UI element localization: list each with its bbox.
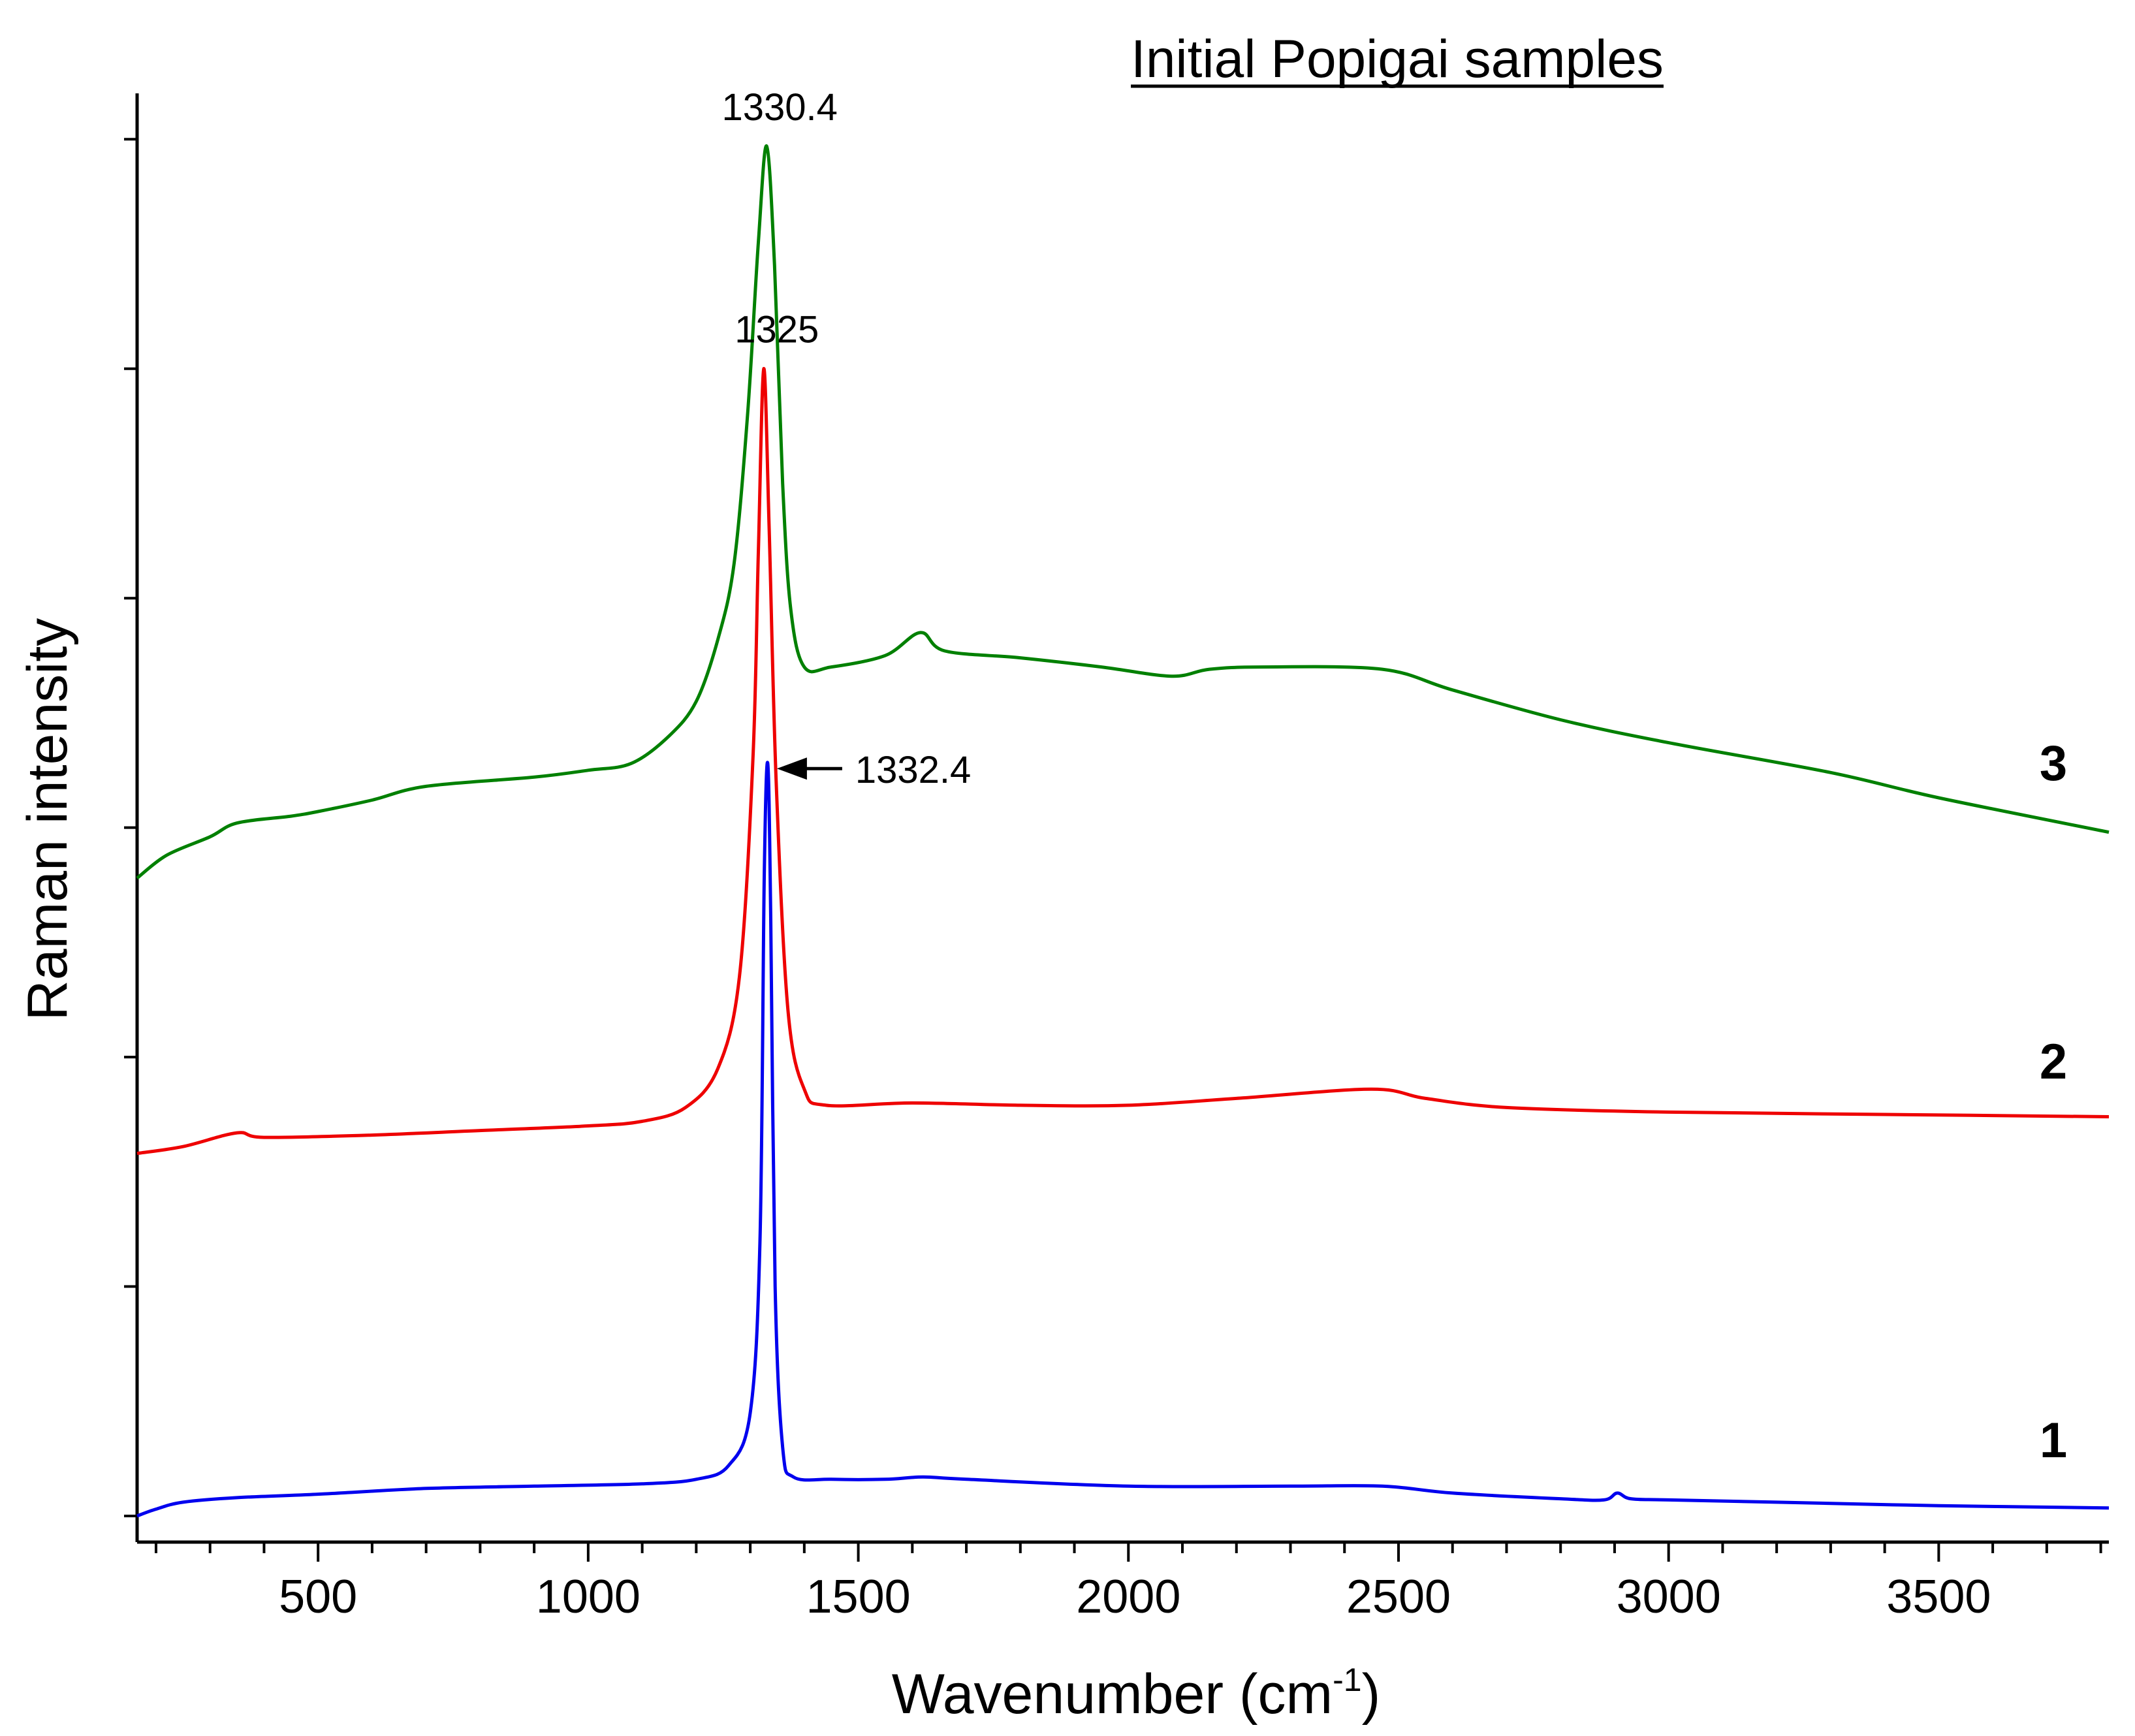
x-tick-label: 2500 xyxy=(1346,1571,1451,1623)
curve-label-3: 3 xyxy=(2040,736,2067,791)
x-ticks: 500 1000 1500 2000 2500 3000 3500 xyxy=(154,1542,2102,1623)
curve-label-2: 2 xyxy=(2040,1034,2067,1090)
series-layer xyxy=(136,144,2110,1518)
x-tick-label: 1500 xyxy=(806,1571,910,1623)
chart-title: Initial Popigai samples xyxy=(1131,29,1664,89)
peak-label: 1325 xyxy=(735,309,819,351)
x-axis-title-main: Wavenumber (cm xyxy=(892,1663,1333,1726)
peak-label: 1330.4 xyxy=(722,86,838,129)
x-tick-label: 3000 xyxy=(1617,1571,1721,1623)
axes xyxy=(135,93,2109,1544)
x-axis-title-close: ) xyxy=(1362,1663,1381,1726)
y-ticks xyxy=(124,138,137,1517)
series-1-line xyxy=(136,761,2110,1518)
x-tick-label: 500 xyxy=(279,1571,357,1623)
curve-labels: 1 2 3 xyxy=(2040,736,2067,1468)
x-tick-label: 1000 xyxy=(536,1571,640,1623)
series-3-line xyxy=(136,144,2110,879)
curve-label-1: 1 xyxy=(2040,1413,2067,1468)
x-tick-label: 3500 xyxy=(1886,1571,1991,1623)
peak-label: 1332.4 xyxy=(855,749,971,791)
y-axis-title: Raman intensity xyxy=(16,618,79,1021)
series-2-line xyxy=(136,367,2110,1156)
x-axis-title: Wavenumber (cm-1) xyxy=(892,1662,1381,1726)
annotation-layer: 1330.4 1325 1332.4 xyxy=(722,86,972,791)
x-axis-title-superscript: -1 xyxy=(1333,1662,1361,1698)
peak-arrowhead xyxy=(776,757,807,780)
x-tick-label: 2000 xyxy=(1076,1571,1180,1623)
